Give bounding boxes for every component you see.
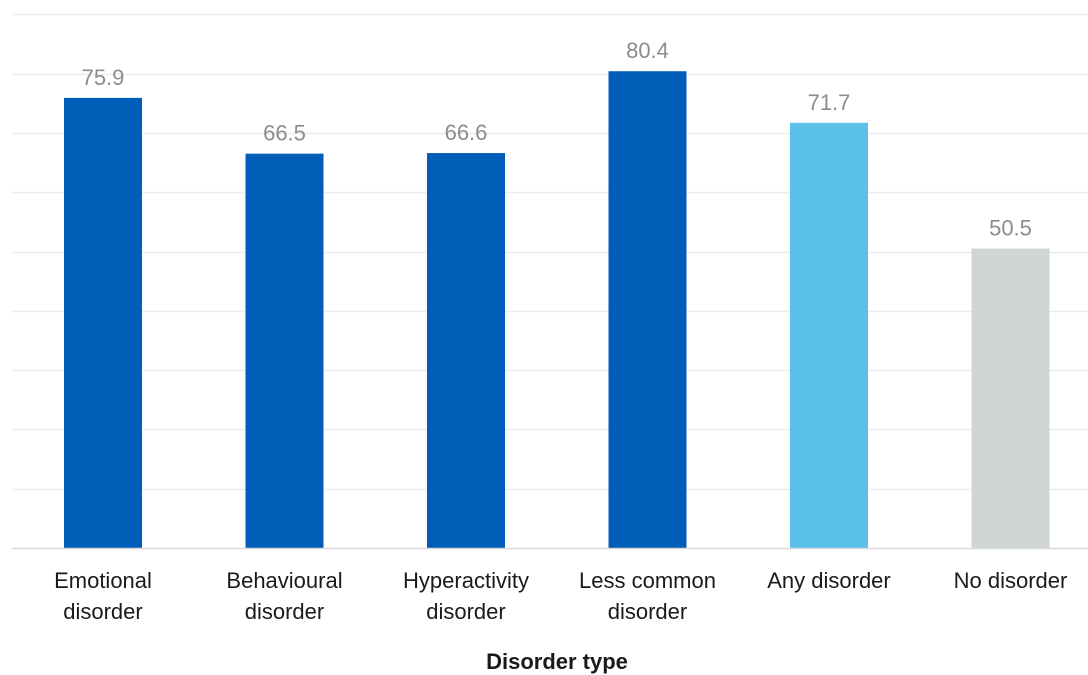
- data-label: 75.9: [82, 65, 125, 90]
- bar: [971, 248, 1050, 548]
- bar: [427, 153, 505, 548]
- x-tick-label: Hyperactivity disorder: [403, 568, 529, 624]
- value-labels: 75.9 66.5 66.6 80.4 71.7 50.5: [82, 38, 1032, 240]
- bars: [64, 71, 1050, 549]
- x-tick-label-line: Behavioural: [226, 568, 342, 593]
- bar: [245, 153, 324, 548]
- x-tick-label-line: Emotional: [54, 568, 152, 593]
- x-axis-title: Disorder type: [486, 649, 628, 674]
- x-tick-label-line: disorder: [426, 599, 505, 624]
- x-tick-label: No disorder: [954, 568, 1068, 593]
- x-tick-label: Behavioural disorder: [226, 568, 342, 624]
- data-label: 66.5: [263, 121, 306, 146]
- x-tick-label-line: Hyperactivity: [403, 568, 529, 593]
- bar: [608, 71, 687, 548]
- data-label: 50.5: [989, 216, 1032, 241]
- gridlines: [12, 13, 1088, 491]
- x-tick-label: Any disorder: [767, 568, 891, 593]
- x-tick-label-line: disorder: [608, 599, 687, 624]
- x-tick-label-line: No disorder: [954, 568, 1068, 593]
- data-label: 66.6: [445, 120, 488, 145]
- x-tick-label-line: disorder: [245, 599, 324, 624]
- x-tick-label-line: Less common: [579, 568, 716, 593]
- bar: [790, 122, 868, 548]
- data-label: 71.7: [808, 90, 851, 115]
- x-tick-label-line: Any disorder: [767, 568, 891, 593]
- bar: [64, 97, 142, 549]
- x-tick-label: Less common disorder: [579, 568, 716, 624]
- x-tick-label: Emotional disorder: [54, 568, 152, 624]
- x-tick-label-line: disorder: [63, 599, 142, 624]
- data-label: 80.4: [626, 38, 669, 63]
